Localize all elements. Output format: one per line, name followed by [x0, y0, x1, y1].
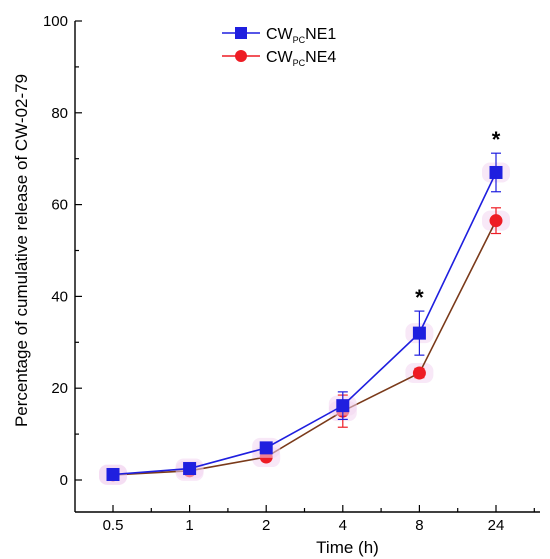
series-1 [99, 152, 510, 485]
x-tick-label: 24 [488, 517, 505, 534]
legend-label-tail: NE4 [305, 49, 336, 66]
y-axis-title: Percentage of cumulative release of CW-0… [12, 74, 31, 427]
significance-asterisk: * [492, 127, 501, 152]
data-point-square [489, 165, 503, 179]
legend-label-main: CW [266, 49, 294, 66]
legend-label-subscript: PC [293, 58, 306, 68]
x-tick-label: 1 [185, 517, 193, 534]
data-point-square [183, 462, 197, 476]
annotation-layer: ** [415, 127, 501, 310]
data-point-square [106, 467, 120, 481]
x-axis-title: Time (h) [316, 538, 379, 557]
series-line [112, 220, 497, 476]
significance-asterisk: * [415, 285, 424, 310]
legend-label-tail: NE1 [305, 26, 336, 43]
x-tick-label: 0.5 [103, 517, 124, 534]
x-tick-label: 4 [339, 517, 347, 534]
data-point-square [412, 326, 426, 340]
x-tick-label: 2 [262, 517, 270, 534]
y-tick-label: 80 [51, 105, 68, 122]
data-point-circle [412, 366, 426, 380]
legend-label: CWPCNE1 [266, 26, 336, 45]
y-tick-label: 40 [51, 288, 68, 305]
legend-label-main: CW [266, 26, 294, 43]
legend-label-subscript: PC [293, 35, 306, 45]
y-tick-label: 0 [60, 472, 68, 489]
series-2 [99, 207, 510, 485]
series-line [112, 172, 497, 476]
y-tick-label: 20 [51, 380, 68, 397]
data-point-circle [489, 214, 503, 228]
x-tick-label: 8 [415, 517, 423, 534]
data-point-square [336, 399, 350, 413]
data-point-square [259, 441, 273, 455]
y-tick-label: 100 [43, 13, 68, 30]
y-tick-label: 60 [51, 197, 68, 214]
series-layer [99, 152, 510, 485]
legend-marker-circle [235, 50, 247, 62]
legend-label: CWPCNE4 [266, 49, 336, 68]
legend-marker-square [235, 27, 247, 39]
